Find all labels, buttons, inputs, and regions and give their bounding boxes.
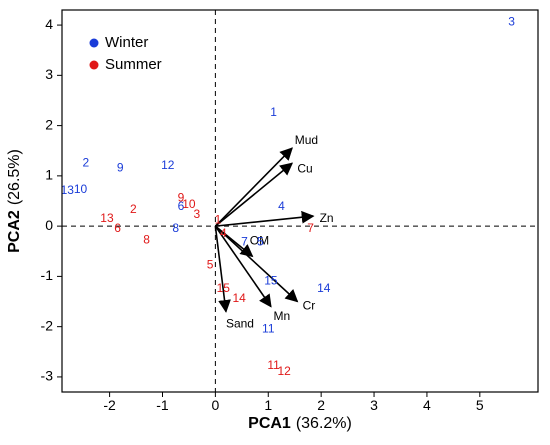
data-point-label: 15 <box>217 281 231 295</box>
vector-cu: Cu <box>214 162 313 227</box>
vector-mn: Mn <box>214 225 291 323</box>
vector-label: Zn <box>320 211 334 225</box>
data-point-label: 14 <box>317 281 331 295</box>
x-axis-title-main: PCA1 <box>248 415 291 432</box>
data-point-label: 6 <box>178 199 185 213</box>
y-tick-label: 0 <box>45 217 53 233</box>
y-tick-label: 4 <box>45 16 53 32</box>
data-point-label: 1 <box>270 105 277 119</box>
x-tick-label: 2 <box>317 397 325 413</box>
y-tick-label: -3 <box>41 368 54 384</box>
vector-sand: Sand <box>214 226 254 330</box>
data-point-label: 3 <box>508 15 515 29</box>
vector-arrow <box>214 225 299 303</box>
data-point-label: 12 <box>161 158 175 172</box>
data-point-label: 12 <box>277 364 291 378</box>
legend-marker <box>89 38 99 48</box>
data-point-label: 2 <box>130 202 137 216</box>
vector-cr: Cr <box>214 225 316 313</box>
vector-arrow <box>215 210 315 227</box>
data-point-label: 11 <box>262 321 275 335</box>
data-point-label: 13 <box>61 183 75 197</box>
vector-label: OM <box>250 233 269 247</box>
data-point-label: 14 <box>232 291 246 305</box>
x-axis-title: PCA1 (36.2%) <box>248 415 352 432</box>
vector-label: Sand <box>226 316 254 330</box>
data-point-label: 7 <box>307 221 314 235</box>
legend-label: Summer <box>105 56 162 73</box>
data-point-label: 2 <box>82 155 89 169</box>
vector-label: Cu <box>297 162 312 176</box>
vector-arrow <box>214 147 293 227</box>
y-tick-label: 3 <box>45 66 53 82</box>
vector-arrow <box>214 162 294 227</box>
x-tick-label: 1 <box>264 397 272 413</box>
legend-marker <box>89 60 99 70</box>
y-axis-title-pct: (26.5%) <box>6 149 23 205</box>
data-point-label: 9 <box>178 191 185 205</box>
data-point-label: 4 <box>220 226 227 240</box>
vector-mud: Mud <box>214 133 318 227</box>
x-tick-label: 5 <box>476 397 484 413</box>
legend-label: Winter <box>105 34 148 51</box>
data-point-label: 8 <box>172 221 179 235</box>
y-axis: -3 -2 -1 0 1 2 3 4 <box>41 16 62 384</box>
y-tick-label: 2 <box>45 116 53 132</box>
vector-label: Cr <box>303 299 316 313</box>
x-tick-label: 4 <box>423 397 431 413</box>
vector-label: Mud <box>295 133 318 147</box>
data-point-label: 5 <box>207 258 214 272</box>
data-point-label: 4 <box>278 199 285 213</box>
vector-arrow <box>214 226 231 313</box>
y-tick-label: -2 <box>41 317 54 333</box>
data-point-label: 10 <box>74 182 88 196</box>
x-tick-label: 0 <box>211 397 219 413</box>
y-axis-title: PCA2 (26.5%) <box>6 149 23 253</box>
y-axis-title-main: PCA2 <box>6 210 23 253</box>
vector-zn: Zn <box>215 210 334 227</box>
data-point-label: 6 <box>114 221 121 235</box>
vector-label: Mn <box>274 309 291 323</box>
x-tick-label: -1 <box>156 397 169 413</box>
legend-item-winter: Winter <box>89 34 148 51</box>
x-axis-title-pct: (36.2%) <box>296 415 352 432</box>
data-point-label: 9 <box>117 161 124 175</box>
x-tick-label: -2 <box>103 397 116 413</box>
data-point-label: 3 <box>194 207 201 221</box>
vector-arrow <box>214 225 272 308</box>
data-point-label: 10 <box>182 197 196 211</box>
data-point-label: 5 <box>257 234 264 248</box>
y-tick-label: 1 <box>45 167 53 183</box>
data-point-label: 13 <box>100 211 114 225</box>
plot-frame <box>61 9 539 393</box>
data-point-label: 1 <box>215 212 222 226</box>
data-point-label: 15 <box>264 274 278 288</box>
x-tick-label: 3 <box>370 397 378 413</box>
data-point-label: 7 <box>241 234 248 248</box>
y-tick-label: -1 <box>41 267 54 283</box>
legend-item-summer: Summer <box>89 56 162 73</box>
data-point-label: 8 <box>143 232 150 246</box>
x-axis: -2 -1 0 1 2 3 4 5 <box>103 392 484 413</box>
data-point-label: 11 <box>267 358 280 372</box>
